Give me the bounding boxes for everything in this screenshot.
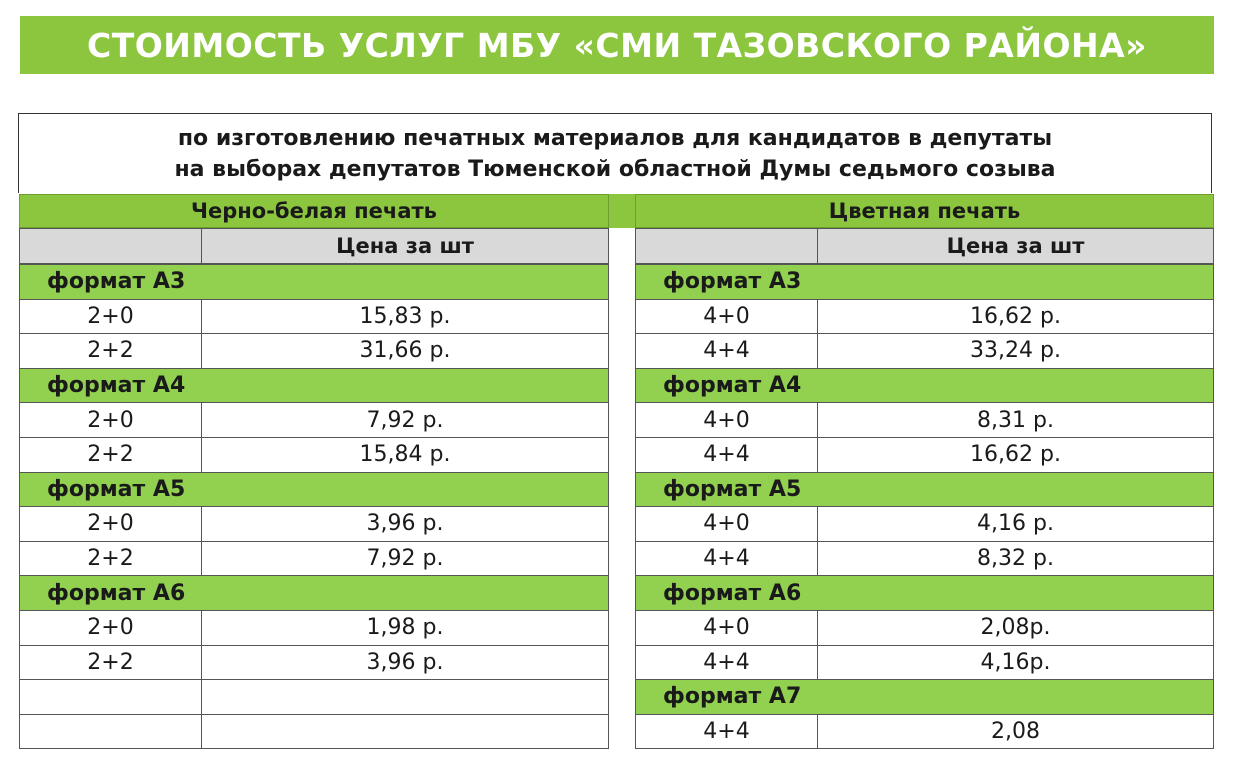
format-row: формат А5 — [635, 471, 1214, 508]
format-row: формат А3 — [19, 264, 609, 300]
print-mode-cell — [19, 679, 202, 715]
color-print-title: Цветная печать — [635, 194, 1214, 228]
bw-print-title: Черно-белая печать — [19, 194, 609, 228]
price-cell: 2,08р. — [817, 610, 1214, 646]
price-cell: 4,16 р. — [817, 506, 1214, 542]
header-gap-strip — [609, 194, 635, 228]
price-cell: 15,84 р. — [201, 437, 609, 473]
price-cell: 15,83 р. — [201, 298, 609, 335]
print-mode-cell: 4+0 — [635, 610, 818, 646]
print-mode-cell: 4+4 — [635, 333, 818, 369]
color-price-header: Цена за шт — [817, 228, 1214, 264]
print-mode-cell: 4+0 — [635, 506, 818, 542]
print-mode-cell: 2+0 — [19, 610, 202, 646]
print-mode-cell: 4+4 — [635, 437, 818, 473]
print-mode-cell: 4+0 — [635, 402, 818, 438]
format-row: формат А4 — [635, 367, 1214, 404]
format-row: формат А3 — [635, 264, 1214, 300]
format-row: формат А7 — [635, 679, 1214, 715]
price-cell — [201, 713, 609, 750]
price-cell: 4,16р. — [817, 644, 1214, 681]
bw-price-header: Цена за шт — [201, 228, 609, 264]
price-cell: 3,96 р. — [201, 506, 609, 542]
page-banner: СТОИМОСТЬ УСЛУГ МБУ «СМИ ТАЗОВСКОГО РАЙО… — [20, 16, 1214, 74]
print-mode-cell: 2+0 — [19, 506, 202, 542]
price-cell: 33,24 р. — [817, 333, 1214, 369]
format-row: формат А5 — [19, 471, 609, 508]
print-mode-cell: 2+0 — [19, 402, 202, 438]
table-subtitle: по изготовлению печатных материалов для … — [18, 113, 1212, 193]
price-cell: 16,62 р. — [817, 298, 1214, 335]
print-mode-cell: 4+4 — [635, 644, 818, 681]
print-mode-cell: 2+0 — [19, 298, 202, 335]
subtitle-line-2: на выборах депутатов Тюменской областной… — [174, 156, 1056, 182]
print-mode-cell: 4+4 — [635, 713, 818, 750]
price-cell: 7,92 р. — [201, 402, 609, 438]
price-cell — [201, 679, 609, 715]
print-mode-cell: 4+0 — [635, 298, 818, 335]
print-mode-cell: 4+4 — [635, 540, 818, 577]
print-mode-cell: 2+2 — [19, 540, 202, 577]
price-cell: 8,32 р. — [817, 540, 1214, 577]
price-cell: 1,98 р. — [201, 610, 609, 646]
format-row: формат А6 — [19, 575, 609, 611]
price-cell: 31,66 р. — [201, 333, 609, 369]
price-cell: 2,08 — [817, 713, 1214, 750]
print-mode-cell — [19, 713, 202, 750]
format-row: формат А4 — [19, 367, 609, 404]
print-mode-cell: 2+2 — [19, 333, 202, 369]
price-cell: 7,92 р. — [201, 540, 609, 577]
bw-empty-header — [19, 228, 202, 264]
price-cell: 3,96 р. — [201, 644, 609, 681]
color-empty-header — [635, 228, 818, 264]
price-cell: 8,31 р. — [817, 402, 1214, 438]
format-row: формат А6 — [635, 575, 1214, 611]
price-cell: 16,62 р. — [817, 437, 1214, 473]
subtitle-line-1: по изготовлению печатных материалов для … — [177, 125, 1053, 151]
print-mode-cell: 2+2 — [19, 437, 202, 473]
print-mode-cell: 2+2 — [19, 644, 202, 681]
